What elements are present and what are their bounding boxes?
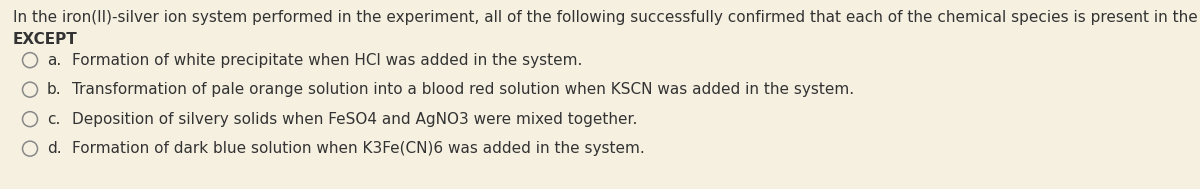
Text: EXCEPT: EXCEPT [13, 32, 78, 47]
Text: c.: c. [47, 112, 60, 127]
Text: d.: d. [47, 141, 61, 156]
Text: a.: a. [47, 53, 61, 68]
Text: Transformation of pale orange solution into a blood red solution when KSCN was a: Transformation of pale orange solution i… [72, 82, 854, 97]
Text: In the iron(II)-silver ion system performed in the experiment, all of the follow: In the iron(II)-silver ion system perfor… [13, 10, 1200, 25]
Text: b.: b. [47, 82, 61, 97]
Text: Formation of dark blue solution when K3Fe(CN)6 was added in the system.: Formation of dark blue solution when K3F… [72, 141, 644, 156]
Text: Deposition of silvery solids when FeSO4 and AgNO3 were mixed together.: Deposition of silvery solids when FeSO4 … [72, 112, 637, 127]
Text: Formation of white precipitate when HCl was added in the system.: Formation of white precipitate when HCl … [72, 53, 582, 68]
